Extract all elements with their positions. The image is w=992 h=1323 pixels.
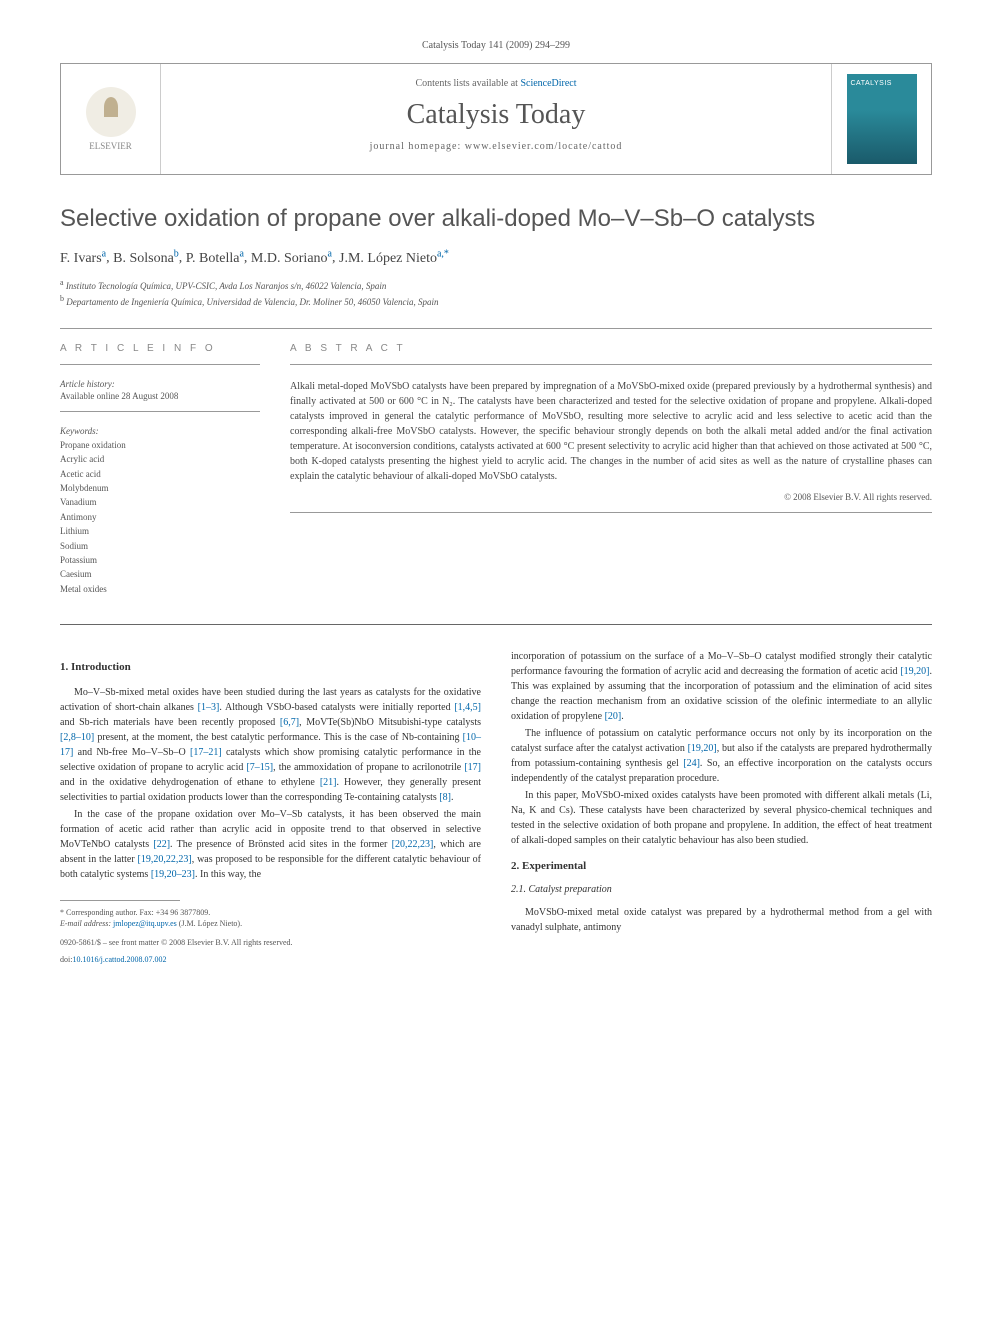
body-column-right: incorporation of potassium on the surfac…: [511, 649, 932, 963]
journal-homepage-line: journal homepage: www.elsevier.com/locat…: [171, 141, 821, 152]
divider: [60, 411, 260, 412]
contents-prefix: Contents lists available at: [415, 78, 520, 89]
author-1: B. Solsonab: [113, 251, 179, 266]
doi-line: doi:10.1016/j.cattod.2008.07.002: [60, 955, 481, 964]
affiliation-b: b Departamento de Ingeniería Química, Un…: [60, 293, 932, 310]
homepage-url[interactable]: www.elsevier.com/locate/cattod: [465, 141, 623, 152]
keyword: Propane oxidation: [60, 438, 260, 452]
divider: [60, 328, 932, 329]
section-2-heading: 2. Experimental: [511, 860, 932, 872]
elsevier-tree-icon: [86, 87, 136, 137]
keyword: Vanadium: [60, 495, 260, 509]
journal-cover-cell: [831, 64, 931, 174]
article-info-column: A R T I C L E I N F O Article history: A…: [60, 343, 260, 596]
journal-header-center: Contents lists available at ScienceDirec…: [161, 64, 831, 174]
body-paragraph: MoVSbO-mixed metal oxide catalyst was pr…: [511, 905, 932, 935]
journal-title: Catalysis Today: [171, 99, 821, 131]
running-header: Catalysis Today 141 (2009) 294–299: [60, 40, 932, 51]
keyword: Antimony: [60, 510, 260, 524]
keyword: Acetic acid: [60, 467, 260, 481]
divider: [290, 364, 932, 365]
keyword: Potassium: [60, 553, 260, 567]
footnote-divider: [60, 900, 180, 901]
info-abstract-row: A R T I C L E I N F O Article history: A…: [60, 343, 932, 596]
body-paragraph: Mo–V–Sb-mixed metal oxides have been stu…: [60, 685, 481, 805]
article-history-text: Available online 28 August 2008: [60, 391, 260, 401]
section-divider: [60, 624, 932, 625]
corr-email-link[interactable]: jmlopez@itq.upv.es: [113, 919, 177, 928]
abstract-text: Alkali metal-doped MoVSbO catalysts have…: [290, 379, 932, 484]
publisher-logo-cell: ELSEVIER: [61, 64, 161, 174]
keyword: Acrylic acid: [60, 452, 260, 466]
journal-header-box: ELSEVIER Contents lists available at Sci…: [60, 63, 932, 175]
contents-available-line: Contents lists available at ScienceDirec…: [171, 78, 821, 89]
divider: [60, 364, 260, 365]
sciencedirect-link[interactable]: ScienceDirect: [520, 78, 576, 89]
doi-link[interactable]: 10.1016/j.cattod.2008.07.002: [72, 955, 166, 964]
divider: [290, 512, 932, 513]
corr-author-line: * Corresponding author. Fax: +34 96 3877…: [60, 907, 481, 918]
article-title: Selective oxidation of propane over alka…: [60, 203, 932, 234]
journal-cover-thumbnail: [847, 74, 917, 164]
author-4: J.M. López Nietoa,*: [339, 251, 449, 266]
abstract-heading: A B S T R A C T: [290, 343, 932, 354]
keyword: Molybdenum: [60, 481, 260, 495]
body-paragraph: The influence of potassium on catalytic …: [511, 726, 932, 786]
article-info-heading: A R T I C L E I N F O: [60, 343, 260, 354]
affiliation-a: a Instituto Tecnología Química, UPV-CSIC…: [60, 277, 932, 294]
email-label: E-mail address:: [60, 919, 113, 928]
body-column-left: 1. Introduction Mo–V–Sb-mixed metal oxid…: [60, 649, 481, 963]
body-paragraph: In the case of the propane oxidation ove…: [60, 807, 481, 882]
homepage-prefix: journal homepage:: [370, 141, 465, 152]
author-3: M.D. Sorianoa: [251, 251, 332, 266]
author-2: P. Botellaa: [186, 251, 244, 266]
section-2-1-heading: 2.1. Catalyst preparation: [511, 884, 932, 895]
abstract-copyright: © 2008 Elsevier B.V. All rights reserved…: [290, 492, 932, 502]
section-1-heading: 1. Introduction: [60, 661, 481, 673]
keyword: Sodium: [60, 539, 260, 553]
publisher-name: ELSEVIER: [86, 141, 136, 151]
body-paragraph: In this paper, MoVSbO-mixed oxides catal…: [511, 788, 932, 848]
keyword: Caesium: [60, 567, 260, 581]
keywords-list: Propane oxidation Acrylic acid Acetic ac…: [60, 438, 260, 596]
author-0: F. Ivarsa: [60, 251, 106, 266]
body-two-column: 1. Introduction Mo–V–Sb-mixed metal oxid…: [60, 649, 932, 963]
corresponding-author-footnote: * Corresponding author. Fax: +34 96 3877…: [60, 907, 481, 929]
corr-email-line: E-mail address: jmlopez@itq.upv.es (J.M.…: [60, 918, 481, 929]
email-suffix: (J.M. López Nieto).: [177, 919, 242, 928]
body-paragraph: incorporation of potassium on the surfac…: [511, 649, 932, 724]
elsevier-logo: ELSEVIER: [86, 87, 136, 151]
front-matter-line: 0920-5861/$ – see front matter © 2008 El…: [60, 938, 481, 947]
author-list: F. Ivarsa, B. Solsonab, P. Botellaa, M.D…: [60, 248, 932, 267]
affiliations: a Instituto Tecnología Química, UPV-CSIC…: [60, 277, 932, 310]
keyword: Lithium: [60, 524, 260, 538]
keywords-label: Keywords:: [60, 426, 260, 436]
article-history-label: Article history:: [60, 379, 260, 389]
keyword: Metal oxides: [60, 582, 260, 596]
abstract-column: A B S T R A C T Alkali metal-doped MoVSb…: [290, 343, 932, 596]
